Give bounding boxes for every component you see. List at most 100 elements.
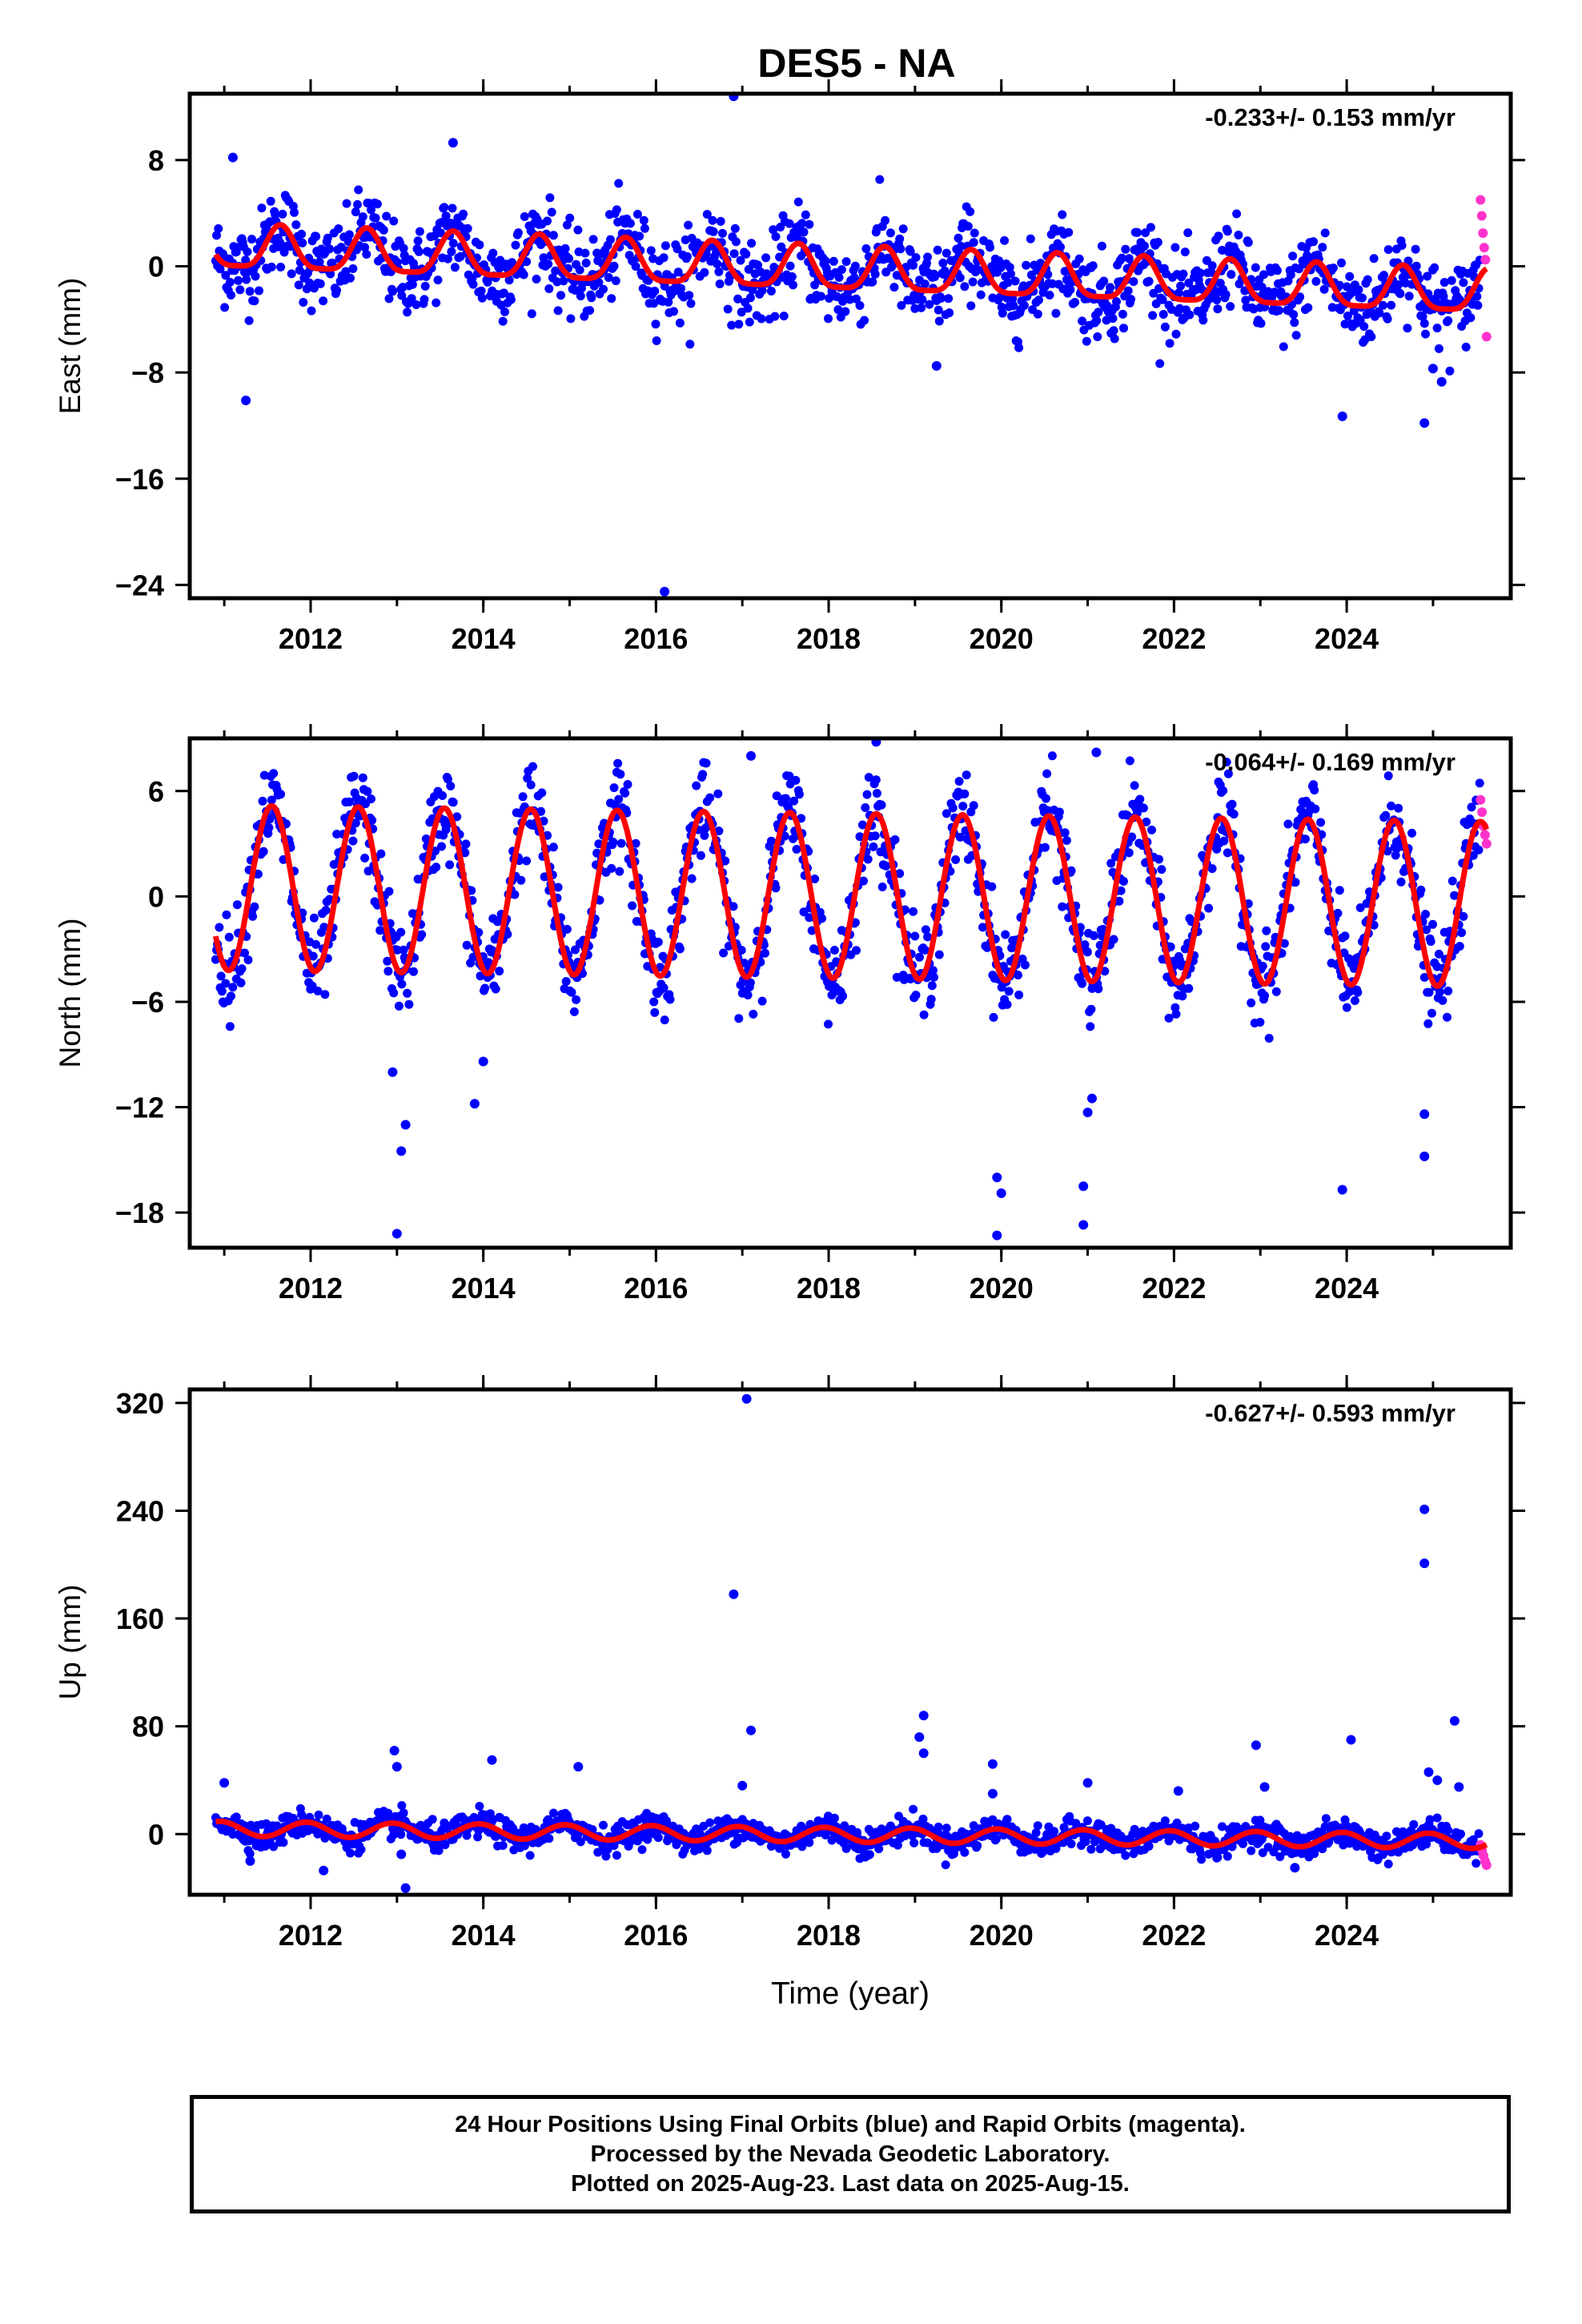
daily-position-point [769, 225, 778, 235]
daily-position-point [560, 243, 570, 253]
daily-position-point [791, 775, 801, 785]
daily-position-point [1207, 261, 1217, 271]
daily-position-point [495, 967, 504, 976]
y-tick-label: 0 [148, 880, 164, 913]
daily-position-point [753, 260, 762, 270]
daily-position-point [868, 277, 877, 287]
daily-position-point [243, 955, 253, 965]
daily-position-point [1007, 943, 1017, 953]
daily-position-point [588, 235, 598, 244]
y-tick-label: −18 [115, 1196, 164, 1229]
daily-position-point [702, 210, 712, 219]
daily-position-point [461, 839, 471, 849]
daily-position-point [525, 1851, 535, 1860]
daily-position-point [958, 802, 968, 811]
daily-position-point [612, 1851, 621, 1860]
daily-position-point [653, 937, 663, 947]
outlier-point [1173, 1786, 1183, 1796]
daily-position-point [215, 923, 224, 932]
daily-position-point [1060, 828, 1070, 838]
daily-position-point [719, 948, 729, 958]
rapid-orbit-points [1476, 195, 1492, 342]
daily-position-point [1005, 263, 1014, 272]
daily-position-point [829, 1813, 839, 1823]
daily-position-point [877, 800, 886, 810]
daily-position-point [766, 836, 776, 846]
daily-position-point [915, 952, 924, 962]
daily-position-point [1319, 284, 1329, 294]
daily-position-point [1397, 241, 1407, 250]
daily-position-point [431, 846, 440, 856]
daily-position-point [1243, 238, 1253, 247]
daily-position-point [1033, 309, 1042, 319]
daily-position-point [930, 972, 938, 982]
daily-position-point [407, 294, 416, 304]
rapid-orbit-point [1478, 228, 1488, 239]
daily-position-point [420, 295, 429, 304]
daily-position-point [367, 794, 375, 804]
outlier-point [1087, 1093, 1097, 1104]
daily-position-point [1034, 296, 1043, 305]
daily-position-point [708, 215, 717, 225]
daily-position-point [403, 988, 412, 998]
daily-position-point [1129, 277, 1138, 287]
outlier-point [400, 1120, 411, 1130]
daily-position-point [833, 305, 843, 315]
daily-position-point [797, 814, 806, 823]
daily-position-point [921, 925, 930, 935]
daily-position-point [396, 1830, 406, 1839]
daily-position-point [675, 944, 685, 954]
daily-position-point [881, 861, 891, 870]
daily-position-point [499, 288, 508, 298]
daily-position-point [217, 987, 227, 996]
daily-position-point [307, 306, 316, 316]
daily-position-point [234, 275, 243, 285]
outlier-point [1449, 1715, 1460, 1726]
daily-position-point [1178, 991, 1187, 1001]
outlier-point [1432, 1775, 1443, 1785]
daily-position-point [877, 883, 887, 891]
daily-position-point [718, 228, 727, 238]
daily-position-point [1472, 1859, 1481, 1868]
daily-position-point [1000, 235, 1010, 245]
daily-position-point [212, 231, 221, 240]
daily-position-point [787, 272, 797, 281]
daily-position-point [1359, 322, 1369, 332]
daily-position-point [1260, 991, 1270, 1000]
daily-position-point [781, 794, 790, 803]
daily-position-point [910, 931, 920, 941]
daily-position-point [382, 211, 391, 221]
daily-position-point [237, 964, 247, 974]
daily-position-point [1121, 244, 1130, 254]
daily-position-point [962, 770, 971, 780]
daily-position-point [250, 296, 259, 306]
daily-position-point [631, 262, 640, 271]
daily-position-point [503, 930, 512, 939]
y-tick-label: 8 [148, 144, 164, 177]
daily-position-point [870, 831, 880, 841]
outlier-point [389, 1746, 400, 1755]
daily-position-point [860, 316, 869, 325]
rapid-orbit-point [1480, 255, 1491, 265]
daily-position-point [1184, 278, 1194, 287]
daily-position-point [432, 862, 441, 872]
daily-position-point [358, 773, 367, 782]
daily-position-point [1042, 769, 1052, 778]
daily-position-point [1125, 756, 1134, 766]
daily-position-point [955, 832, 965, 842]
daily-position-point [1456, 1829, 1465, 1839]
daily-position-point [379, 225, 388, 235]
daily-position-point [436, 228, 445, 238]
daily-position-point [1003, 278, 1013, 287]
daily-position-point [528, 762, 537, 771]
daily-position-point [243, 247, 252, 256]
daily-position-point [855, 301, 865, 310]
daily-position-point [291, 220, 301, 230]
daily-position-point [911, 253, 921, 262]
daily-position-point [1426, 937, 1435, 947]
outlier-point [1419, 418, 1430, 428]
daily-position-point [1375, 308, 1384, 318]
daily-position-point [625, 219, 635, 228]
outlier-point [1078, 1181, 1089, 1192]
daily-position-point [1043, 270, 1053, 279]
